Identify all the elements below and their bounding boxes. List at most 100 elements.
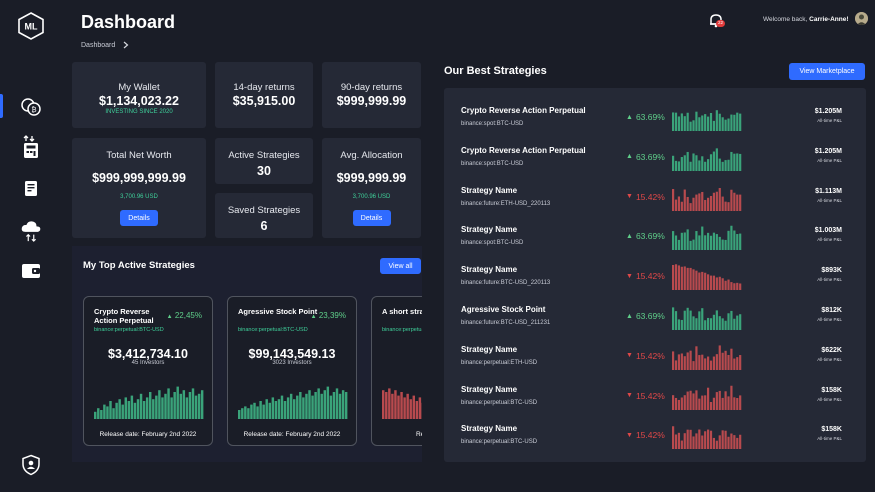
chart-bar [724, 119, 727, 131]
strategy-card-pct-value: 23,39% [318, 311, 346, 320]
chart-bar [704, 431, 707, 450]
ml-logo-icon[interactable]: ML [18, 12, 44, 40]
chart-bar [672, 155, 675, 171]
returns-14-value: $35,915.00 [232, 94, 296, 108]
strategy-row[interactable]: Crypto Reverse Action Perpetual binance:… [444, 136, 866, 176]
avg-allocation-usd: 3,700.96 USD [352, 194, 391, 200]
chart-bar [736, 397, 739, 410]
chart-bar [683, 155, 686, 171]
chart-bar [730, 114, 733, 131]
strategy-row[interactable]: Strategy Name binance:perpetual:BTC-USD … [444, 375, 866, 415]
sidebar-item-crypto[interactable]: ₿ [20, 96, 42, 118]
strategy-row[interactable]: Strategy Name binance:perpetual:ETH-USD … [444, 335, 866, 375]
strategy-card[interactable]: Agressive Stock Point ▲ 23,39% binance:p… [227, 296, 357, 446]
sidebar-item-security[interactable] [20, 454, 42, 476]
chart-bar [686, 229, 689, 251]
chart-bar [286, 397, 290, 419]
chart-bar [293, 399, 296, 419]
strategy-card-value: $1,3 [372, 347, 422, 361]
chart-bar [686, 430, 689, 450]
chart-bar [674, 311, 678, 330]
top-active-carousel[interactable]: Crypto Reverse Action Perpetual ▲ 22,45%… [72, 282, 422, 462]
returns-14-card: 14-day returns $35,915.00 [215, 62, 313, 128]
chart-bar [397, 395, 400, 419]
best-strategies-title: Our Best Strategies [444, 65, 547, 77]
chart-bar [689, 350, 692, 370]
chart-bar [308, 390, 311, 419]
breadcrumb-item[interactable]: Dashboard [81, 41, 116, 49]
chart-bar [721, 196, 724, 211]
triangle-down-icon: ▼ [626, 352, 633, 360]
chart-bar [718, 276, 721, 291]
avg-allocation-details-button[interactable]: Details [352, 210, 391, 226]
strategy-row[interactable]: Agressive Stock Point binance:future:BTC… [444, 295, 866, 335]
chart-bar [133, 402, 137, 419]
strategy-row-pct: ▲ 63.69% [626, 112, 665, 122]
chart-bar [695, 194, 698, 211]
chart-bar [733, 358, 736, 370]
strategy-row-pl: $893K [821, 267, 842, 275]
avg-allocation-card: Avg. Allocation $999,999.99 3,700.96 USD… [322, 138, 421, 238]
strategy-card-pct: ▲ 23,39% [311, 311, 346, 320]
chart-bar [403, 397, 406, 419]
chart-bar [733, 318, 736, 330]
chart-bar [707, 387, 710, 410]
chart-bar [672, 307, 675, 330]
avatar[interactable] [855, 12, 868, 25]
welcome-prefix: Welcome back, [763, 16, 808, 23]
chart-bar [715, 191, 718, 211]
strategy-card[interactable]: Crypto Reverse Action Perpetual ▲ 22,45%… [83, 296, 213, 446]
chart-bar [683, 116, 686, 131]
returns-90-value: $999,999.99 [336, 94, 407, 108]
strategy-card-name: Agressive Stock Point [238, 307, 318, 316]
chart-bar [709, 431, 713, 450]
strategy-row[interactable]: Strategy Name binance:future:BTC-USD_220… [444, 255, 866, 295]
chart-bar [701, 156, 704, 171]
sidebar-item-cloud-sync[interactable] [20, 218, 42, 244]
chart-bar [733, 283, 736, 291]
strategy-row-name: Strategy Name [461, 185, 518, 195]
strategy-row[interactable]: Strategy Name binance:spot:BTC-USD ▲ 63.6… [444, 215, 866, 255]
strategy-row-symbol: binance:spot:BTC-USD [461, 240, 524, 247]
chevron-right-icon [123, 41, 129, 49]
strategy-row[interactable]: Strategy Name binance:perpetual:BTC-USD … [444, 414, 866, 454]
net-worth-details-button[interactable]: Details [120, 210, 158, 226]
strategy-row[interactable]: Strategy Name binance:future:ETH-USD_220… [444, 176, 866, 216]
chart-bar [704, 114, 707, 131]
chart-bar [686, 307, 689, 330]
chart-bar [736, 112, 739, 131]
chart-bar [704, 320, 707, 330]
chart-bar [332, 392, 336, 419]
strategy-card-chart [382, 388, 422, 419]
chart-bar [730, 385, 733, 410]
chart-bar [701, 395, 704, 410]
chart-bar [712, 356, 716, 370]
chart-bar [736, 356, 739, 370]
chart-bar [136, 399, 140, 419]
chart-bar [692, 197, 695, 211]
view-all-button[interactable]: View all [380, 258, 421, 274]
chart-bar [701, 191, 704, 211]
chart-bar [712, 438, 716, 450]
chart-bar [680, 113, 683, 131]
sidebar-item-transactions[interactable] [20, 134, 42, 160]
chart-bar [736, 153, 739, 171]
sidebar-item-wallet[interactable] [20, 260, 42, 282]
strategy-row[interactable]: Crypto Reverse Action Perpetual binance:… [444, 96, 866, 136]
strategy-card-release: Release date: February 2nd 2022 [243, 431, 341, 438]
chart-bar [695, 389, 698, 410]
chart-bar [672, 265, 675, 291]
chart-bar [262, 404, 265, 419]
chart-bar [724, 159, 727, 171]
best-strategies-list: Crypto Reverse Action Perpetual binance:… [444, 88, 866, 462]
chart-bar [247, 408, 250, 419]
sidebar-item-documents[interactable] [20, 178, 42, 200]
chart-bar [736, 194, 739, 211]
chart-bar [692, 269, 695, 291]
chart-bar [188, 392, 192, 419]
triangle-up-icon: ▲ [626, 312, 633, 320]
chart-bar [701, 308, 704, 330]
chart-bar [718, 237, 721, 251]
strategy-card[interactable]: A short strategy binance:perpetual:BTC-U… [371, 296, 422, 446]
view-marketplace-button[interactable]: View Marketplace [789, 63, 865, 80]
